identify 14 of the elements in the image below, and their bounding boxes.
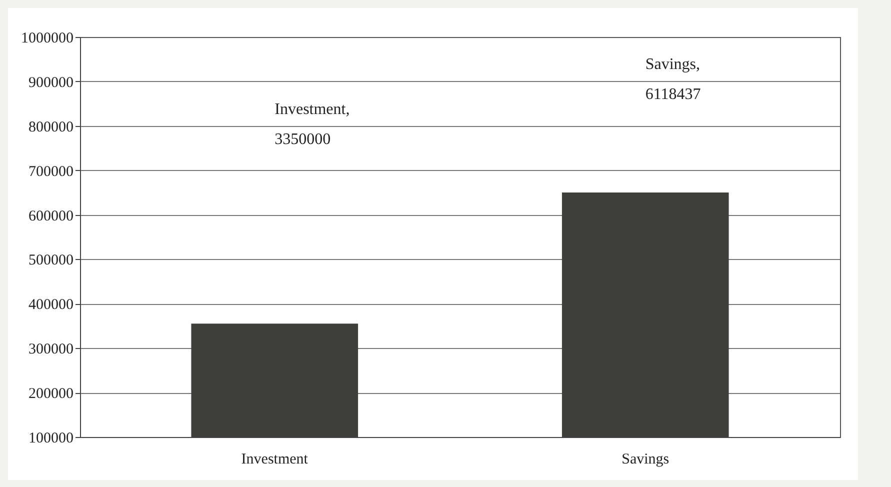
annotation: Investment, 3350000	[274, 101, 350, 148]
x-tick-label: Savings	[622, 452, 670, 468]
y-tick-label: 200000	[28, 386, 74, 402]
y-tick-label: 300000	[28, 342, 74, 358]
y-tick-label: 500000	[28, 252, 74, 269]
y-tick-label: 1000000	[21, 30, 74, 46]
y-tick-label: 900000	[28, 74, 74, 91]
y-tick-label: 100000	[28, 430, 74, 446]
y-tick-label: 800000	[28, 119, 74, 136]
x-tick-label: Investment	[241, 452, 309, 468]
annotation: Savings, 6118437	[645, 56, 701, 103]
y-tick-label: 700000	[28, 164, 74, 180]
y-tick-label: 600000	[28, 208, 74, 224]
y-tick-label: 400000	[28, 297, 74, 314]
